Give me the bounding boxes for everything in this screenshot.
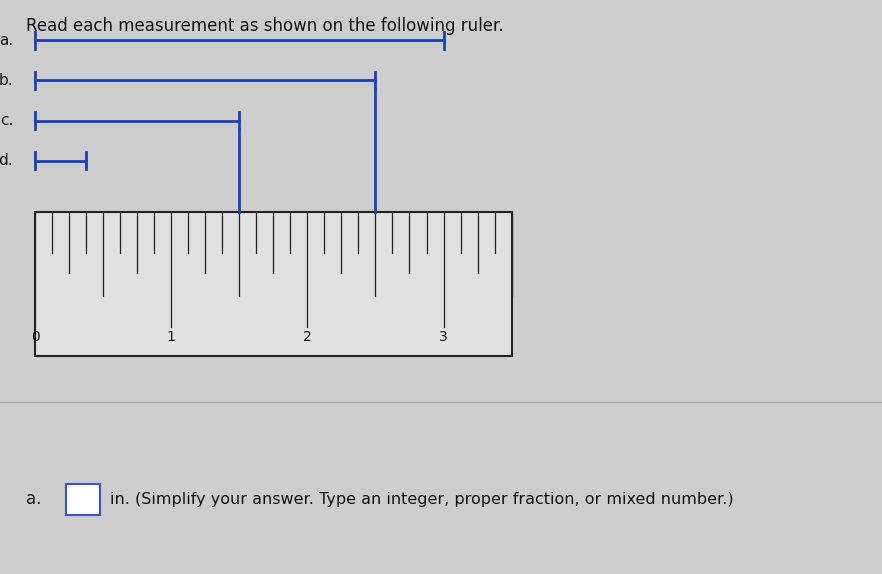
Text: Read each measurement as shown on the following ruler.: Read each measurement as shown on the fo… xyxy=(26,17,505,35)
Text: d.: d. xyxy=(0,153,13,168)
Text: 1: 1 xyxy=(167,331,176,344)
Text: c.: c. xyxy=(0,113,13,128)
Text: 0: 0 xyxy=(31,331,40,344)
Text: a.: a. xyxy=(0,33,13,48)
Text: b.: b. xyxy=(0,73,13,88)
Text: 2: 2 xyxy=(303,331,312,344)
Text: 3: 3 xyxy=(439,331,448,344)
Bar xyxy=(66,483,100,515)
Text: in. (Simplify your answer. Type an integer, proper fraction, or mixed number.): in. (Simplify your answer. Type an integ… xyxy=(110,492,734,507)
Text: a.: a. xyxy=(26,490,41,509)
Bar xyxy=(35,212,512,356)
